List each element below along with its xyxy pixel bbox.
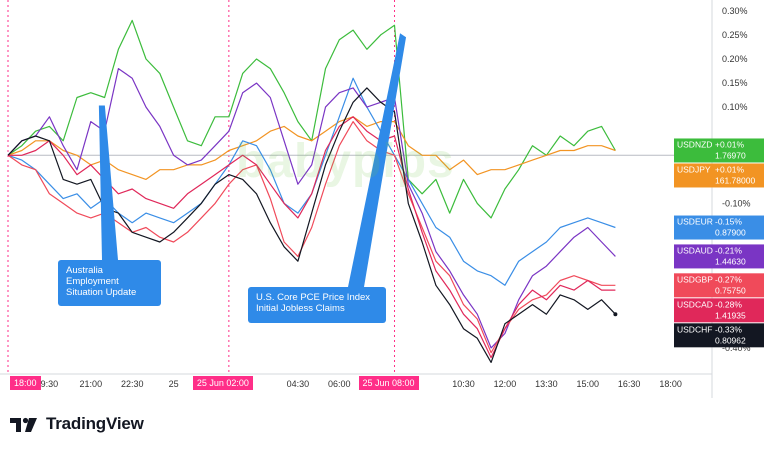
annotation-australia-employment[interactable]: Australia Employment Situation Update [58,260,161,306]
x-tick-label: 10:30 [452,379,475,389]
price-tag-price: 0.75750 [715,285,746,295]
price-tag-change: -0.27% [715,274,742,284]
x-tick-label: 06:00 [328,379,351,389]
y-tick-label: 0.15% [722,78,748,88]
y-tick-label: 0.10% [722,102,748,112]
x-tick-label: 13:30 [535,379,558,389]
price-tag-price: 1.44630 [715,256,746,266]
x-tick-label: 18:00 [659,379,682,389]
time-marker-tag: 18:00 [10,376,41,390]
price-tag-usdaud[interactable]: USDAUD -0.21%1.44630 [674,244,764,269]
annotation-line: Initial Jobless Claims [256,303,345,314]
time-marker-tag: 25 Jun 02:00 [192,376,253,390]
price-tag-usdeur[interactable]: USDEUR -0.15%0.87900 [674,215,764,240]
price-tag-price: 161.78000 [715,175,755,185]
price-tag-price: 0.80962 [715,335,746,345]
price-tag-price: 1.41935 [715,310,746,320]
y-tick-label: -0.40% [722,343,751,353]
price-tag-symbol: USDCAD [677,299,713,309]
annotation-pointer [98,105,118,260]
time-marker-tag: 25 Jun 08:00 [358,376,419,390]
tradingview-logo[interactable]: TradingView [10,414,144,434]
annotation-pointer [348,33,407,288]
price-tag-symbol: USDGBP [677,274,713,284]
x-tick-label: 21:00 [80,379,103,389]
last-value-dot [613,312,618,317]
price-tag-symbol: USDNZD [677,139,712,149]
price-tag-price: 1.76970 [715,150,746,160]
x-tick-label: 04:30 [287,379,310,389]
y-tick-label: 0.25% [722,30,748,40]
price-tag-symbol: USDCHF [677,324,712,334]
price-tag-change: -0.15% [715,217,742,227]
tradingview-logo-icon [10,417,37,432]
price-tag-change: +0.01% [715,139,745,149]
price-tag-change: +0.01% [715,164,745,174]
tradingview-logo-text: TradingView [46,414,144,433]
watermark-text: babypips [236,135,455,188]
annotation-line: Situation Update [66,287,137,298]
x-tick-label: 9:30 [41,379,59,389]
x-tick-label: 12:00 [494,379,517,389]
price-tag-change: -0.21% [715,245,742,255]
series-line-usdaud[interactable] [7,67,616,349]
y-tick-label: -0.10% [722,198,751,208]
x-tick-label: 15:00 [576,379,599,389]
y-tick-label: 0.20% [722,54,748,64]
price-tag-usdcad[interactable]: USDCAD -0.28%1.41935 [674,298,764,323]
annotation-line: Australia [66,265,103,276]
price-tag-usdchf[interactable]: USDCHF -0.33%0.80962 [674,323,764,348]
price-tag-usdgbp[interactable]: USDGBP -0.27%0.75750 [674,273,764,298]
price-tag-change: -0.33% [715,324,742,334]
price-tag-price: 0.87900 [715,228,746,238]
price-tag-usdjpy[interactable]: USDJPY +0.01%161.78000 [674,163,764,188]
price-tag-symbol: USDEUR [677,217,713,227]
price-tag-change: -0.28% [715,299,742,309]
price-tag-symbol: USDJPY [677,164,711,174]
x-tick-label: 16:30 [618,379,641,389]
annotation-us-core-pce[interactable]: U.S. Core PCE Price Index Initial Jobless… [248,287,386,323]
price-tag-usdnzd[interactable]: USDNZD +0.01%1.76970 [674,138,764,163]
annotation-line: U.S. Core PCE Price Index [256,292,371,303]
x-tick-label: 22:30 [121,379,144,389]
x-tick-label: 25 [169,379,179,389]
y-tick-label: 0.30% [722,6,748,16]
annotation-line: Employment [66,276,119,287]
price-tag-symbol: USDAUD [677,245,713,255]
